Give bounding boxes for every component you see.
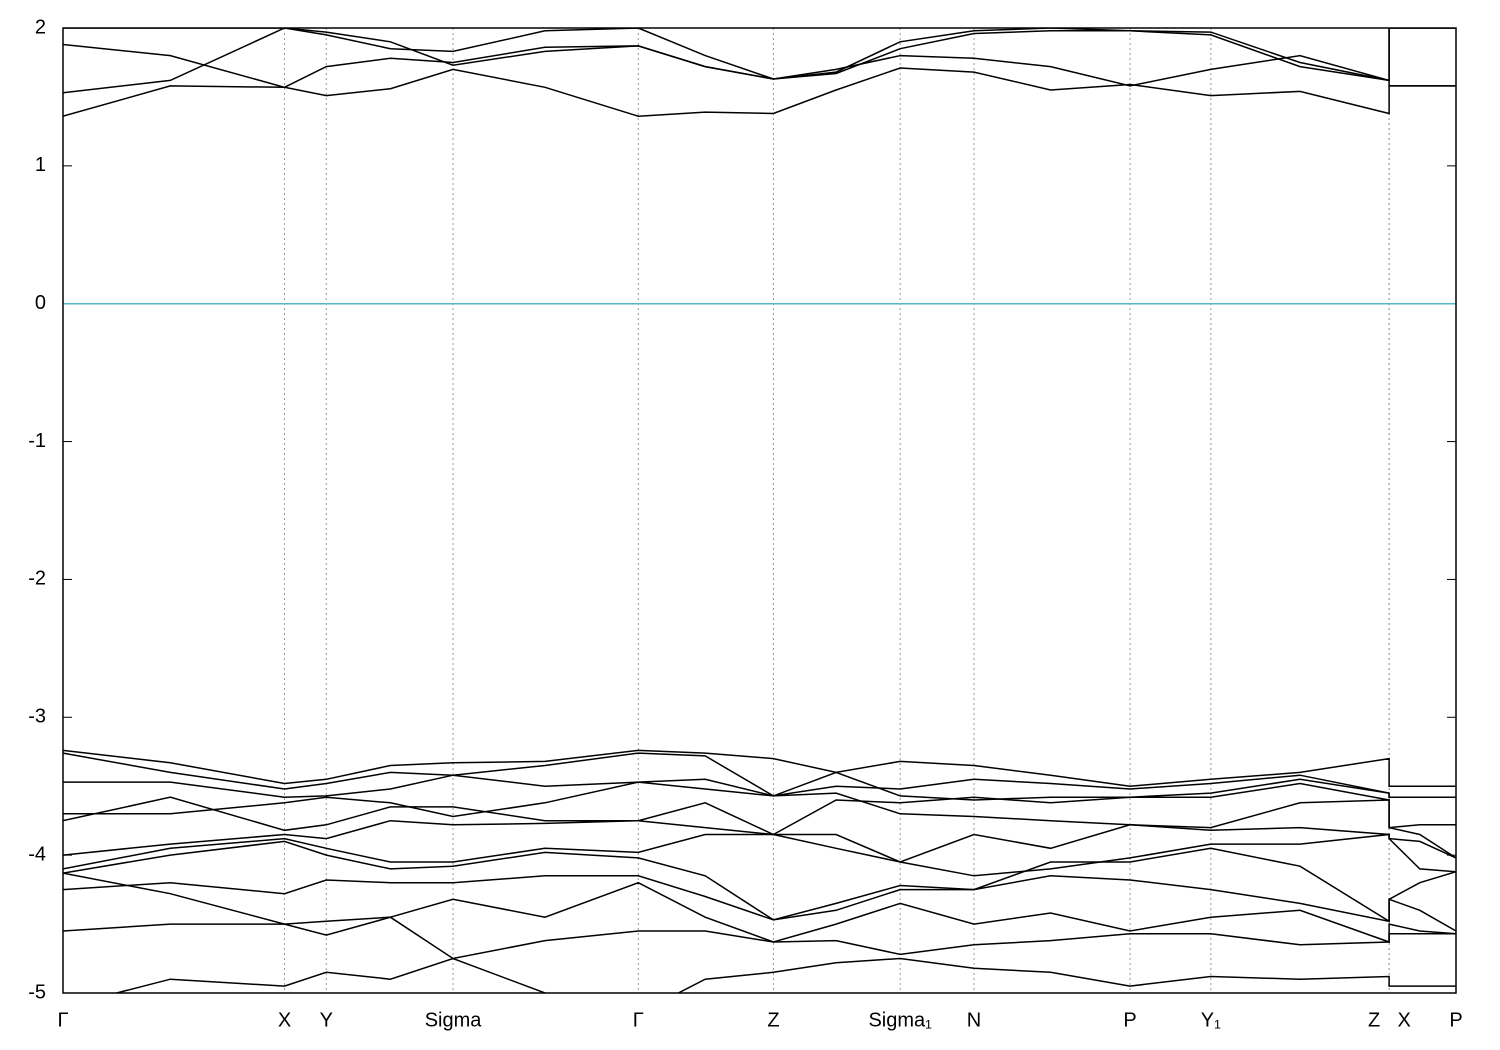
y-tick-label: -5 — [28, 981, 46, 1003]
bands — [63, 28, 1456, 993]
band — [63, 67, 1456, 117]
y-tick-label: -2 — [28, 568, 46, 590]
band — [63, 43, 1456, 89]
band — [63, 771, 1456, 801]
band — [63, 840, 1456, 923]
y-tick-label: -4 — [28, 843, 46, 865]
x-tick-label: X — [1397, 1009, 1410, 1031]
y-tick-label: -1 — [28, 430, 46, 452]
y-tick-label: 0 — [35, 292, 46, 314]
x-tick-label: X — [278, 1009, 291, 1031]
x-tick-label: Γ — [633, 1009, 644, 1031]
x-tick-label: P — [1123, 1009, 1136, 1031]
band — [113, 957, 1456, 993]
y-tick-label: 2 — [35, 16, 46, 38]
band — [63, 875, 1456, 932]
x-tick-label: Sigma₁ — [868, 1009, 932, 1031]
band — [63, 833, 1456, 877]
x-tick-label: N — [967, 1009, 981, 1031]
band — [63, 802, 1456, 863]
band — [63, 872, 1456, 960]
band — [63, 781, 1456, 829]
x-tick-label: Z — [767, 1009, 779, 1031]
x-tick-label: Y — [320, 1009, 333, 1031]
band — [63, 752, 1456, 798]
y-tick-label: -3 — [28, 706, 46, 728]
band — [63, 881, 1456, 944]
y-tick-label: 1 — [35, 154, 46, 176]
x-tick-label: Γ — [57, 1009, 68, 1031]
x-tick-label: Z — [1368, 1009, 1380, 1031]
x-tick-label: P — [1449, 1009, 1462, 1031]
band — [63, 782, 1456, 859]
x-tick-label: Sigma — [425, 1009, 483, 1031]
band — [63, 28, 1456, 94]
x-tick-label: Y₁ — [1201, 1009, 1221, 1031]
band — [63, 28, 1456, 82]
plot-frame — [62, 27, 1457, 994]
